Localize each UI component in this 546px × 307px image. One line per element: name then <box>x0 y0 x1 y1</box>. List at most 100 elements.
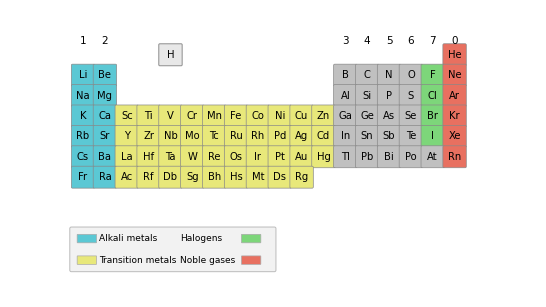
FancyBboxPatch shape <box>355 64 379 86</box>
Text: Sc: Sc <box>121 111 133 121</box>
Text: Br: Br <box>427 111 438 121</box>
FancyBboxPatch shape <box>399 146 423 168</box>
Text: Mt: Mt <box>252 172 264 182</box>
Text: Cr: Cr <box>187 111 198 121</box>
Text: 0: 0 <box>452 36 458 46</box>
Text: Au: Au <box>295 152 308 162</box>
FancyBboxPatch shape <box>312 125 335 147</box>
Text: Ne: Ne <box>448 70 461 80</box>
FancyBboxPatch shape <box>159 125 182 147</box>
Text: Nb: Nb <box>164 131 177 141</box>
Text: Xe: Xe <box>448 131 461 141</box>
FancyBboxPatch shape <box>312 146 335 168</box>
Text: Cl: Cl <box>428 91 437 101</box>
Text: As: As <box>383 111 395 121</box>
Text: Y: Y <box>124 131 130 141</box>
Text: Halogens: Halogens <box>180 234 222 243</box>
Text: Os: Os <box>229 152 242 162</box>
Text: N: N <box>385 70 393 80</box>
Text: Zr: Zr <box>143 131 154 141</box>
FancyBboxPatch shape <box>241 234 261 243</box>
FancyBboxPatch shape <box>159 146 182 168</box>
Text: Bi: Bi <box>384 152 394 162</box>
FancyBboxPatch shape <box>312 105 335 127</box>
Text: Hs: Hs <box>230 172 242 182</box>
Text: Sn: Sn <box>361 131 373 141</box>
FancyBboxPatch shape <box>443 44 466 66</box>
Text: Kr: Kr <box>449 111 460 121</box>
FancyBboxPatch shape <box>443 105 466 127</box>
FancyBboxPatch shape <box>334 125 357 147</box>
Text: He: He <box>448 50 461 60</box>
FancyBboxPatch shape <box>72 146 95 168</box>
FancyBboxPatch shape <box>355 105 379 127</box>
Text: Alkali metals: Alkali metals <box>99 234 157 243</box>
FancyBboxPatch shape <box>137 105 161 127</box>
FancyBboxPatch shape <box>181 166 204 188</box>
Text: Hf: Hf <box>143 152 154 162</box>
FancyBboxPatch shape <box>115 105 139 127</box>
FancyBboxPatch shape <box>93 85 117 107</box>
FancyBboxPatch shape <box>355 125 379 147</box>
FancyBboxPatch shape <box>70 227 276 272</box>
Text: Cd: Cd <box>317 131 330 141</box>
FancyBboxPatch shape <box>72 125 95 147</box>
FancyBboxPatch shape <box>355 146 379 168</box>
FancyBboxPatch shape <box>290 166 313 188</box>
Text: La: La <box>121 152 133 162</box>
Text: 1: 1 <box>80 36 86 46</box>
Text: 5: 5 <box>385 36 393 46</box>
FancyBboxPatch shape <box>246 125 270 147</box>
Text: Zn: Zn <box>317 111 330 121</box>
FancyBboxPatch shape <box>290 125 313 147</box>
FancyBboxPatch shape <box>399 105 423 127</box>
Text: 6: 6 <box>407 36 414 46</box>
Text: K: K <box>80 111 86 121</box>
FancyBboxPatch shape <box>268 105 292 127</box>
FancyBboxPatch shape <box>115 146 139 168</box>
Text: Se: Se <box>405 111 417 121</box>
FancyBboxPatch shape <box>443 85 466 107</box>
FancyBboxPatch shape <box>268 125 292 147</box>
Text: Cu: Cu <box>295 111 308 121</box>
Text: Ir: Ir <box>254 152 262 162</box>
Text: B: B <box>342 70 349 80</box>
Text: Db: Db <box>163 172 177 182</box>
FancyBboxPatch shape <box>224 125 248 147</box>
FancyBboxPatch shape <box>93 64 117 86</box>
Text: Tl: Tl <box>341 152 350 162</box>
FancyBboxPatch shape <box>72 85 95 107</box>
FancyBboxPatch shape <box>421 64 444 86</box>
Text: Cs: Cs <box>77 152 89 162</box>
Text: Co: Co <box>252 111 264 121</box>
FancyBboxPatch shape <box>77 234 97 243</box>
FancyBboxPatch shape <box>334 64 357 86</box>
FancyBboxPatch shape <box>241 256 261 264</box>
Text: Ca: Ca <box>98 111 111 121</box>
Text: Fr: Fr <box>79 172 87 182</box>
FancyBboxPatch shape <box>246 166 270 188</box>
Text: Ge: Ge <box>360 111 374 121</box>
FancyBboxPatch shape <box>268 166 292 188</box>
FancyBboxPatch shape <box>399 85 423 107</box>
Text: Ru: Ru <box>230 131 242 141</box>
Text: Ar: Ar <box>449 91 460 101</box>
Text: Ba: Ba <box>98 152 111 162</box>
Text: P: P <box>386 91 392 101</box>
Text: Te: Te <box>406 131 416 141</box>
Text: Ag: Ag <box>295 131 308 141</box>
Text: S: S <box>408 91 414 101</box>
FancyBboxPatch shape <box>93 166 117 188</box>
FancyBboxPatch shape <box>246 105 270 127</box>
FancyBboxPatch shape <box>421 85 444 107</box>
Text: Ds: Ds <box>273 172 286 182</box>
Text: Pd: Pd <box>274 131 286 141</box>
Text: Ni: Ni <box>275 111 285 121</box>
FancyBboxPatch shape <box>443 125 466 147</box>
FancyBboxPatch shape <box>72 166 95 188</box>
Text: W: W <box>187 152 197 162</box>
FancyBboxPatch shape <box>137 146 161 168</box>
Text: Noble gases: Noble gases <box>180 256 235 265</box>
FancyBboxPatch shape <box>224 105 248 127</box>
FancyBboxPatch shape <box>290 105 313 127</box>
